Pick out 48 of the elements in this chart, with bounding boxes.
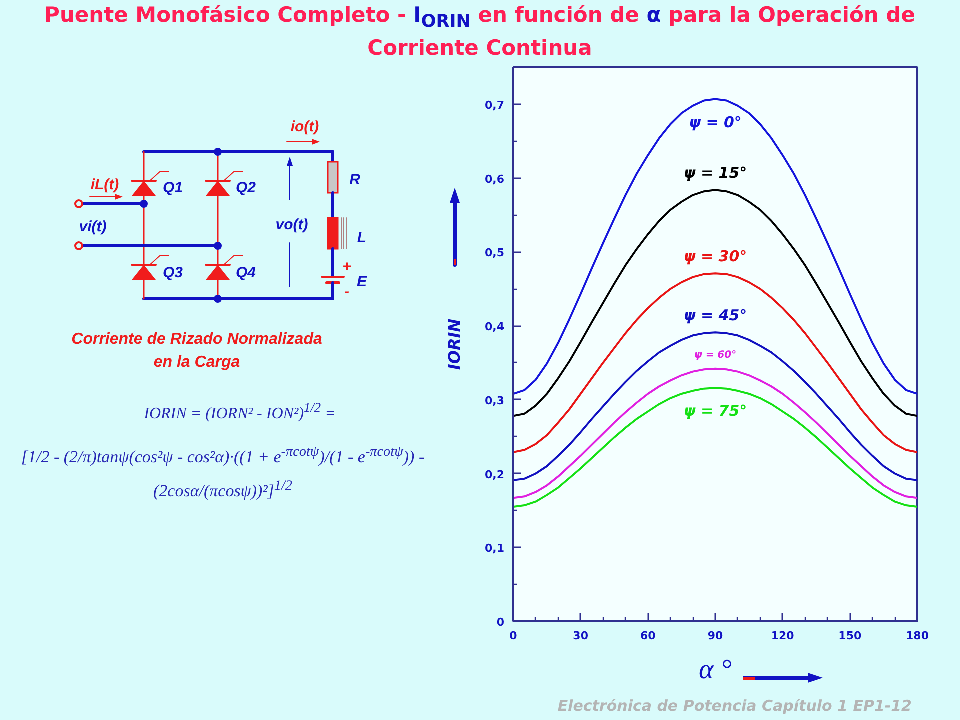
y-tick-label: 0,2 [485,468,505,482]
x-tick-label: 90 [708,630,724,642]
text: Corriente de Rizado Normalizada [70,330,324,350]
series-label: ψ = 15° [684,164,748,182]
text: E [356,274,368,290]
y-tick-label: 0,3 [485,394,505,408]
y-tick-label: 0,6 [485,172,505,186]
text: IORIN = (IORN² - ION²)$^{1/2}$ = [143,399,337,424]
text: Q4 [236,264,256,282]
line-series [514,189,918,418]
text: en la Carga [152,353,242,373]
text: L [357,230,367,246]
line-series [514,98,918,395]
x-tick-label: 150 [838,630,862,642]
text: R [350,172,360,188]
text: io(t) [290,118,320,136]
x-tick-label: 30 [573,630,589,642]
series-label: ψ = 75° [684,402,748,420]
series-label: ψ = 30° [684,248,748,266]
text: Q1 [162,180,184,196]
text: iL(t) [90,176,120,194]
x-tick-label: 0 [510,630,518,642]
text: Q2 [236,180,256,196]
y-tick-label: 0 [496,616,505,629]
x-axis-title: α ° [699,654,732,686]
y-tick-label: 0,4 [485,320,505,334]
y-tick-label: 0,5 [485,246,505,260]
text: [1/2 - (2/π)tanψ(cos²ψ - cos²α)·((1 + e$^{-πcotψ}$)/(1 - e$^{-πcotψ}$)) - (2cosα/(πcosψ))²]$^{1/2}$ [21,444,425,500]
text: Q3 [162,264,184,282]
text: - [344,284,350,300]
y-axis-title: IORIN [445,318,464,370]
y-tick-label: 0,1 [485,542,505,556]
text: + [342,258,352,276]
line-series [514,387,918,508]
text: vi(t) [79,218,107,236]
line-series [514,272,918,454]
x-tick-label: 60 [640,630,656,642]
x-tick-label: 180 [906,630,930,642]
series-label: ψ = 60° [694,350,737,361]
line-series [514,368,918,500]
chart-title: Puente Monofásico Completo - I$_{ORIN}$ en función de α para la Operación de Corriente Continua [44,3,916,60]
y-tick-label: 0,7 [485,98,505,112]
line-series [514,332,918,482]
series-label: ψ = 0° [689,113,742,132]
text: vo(t) [276,216,308,234]
text: Electrónica de Potencia Capítulo 1 EP1-12 [0,688,960,720]
x-tick-label: 120 [771,630,795,642]
series-label: ψ = 45° [684,306,748,325]
